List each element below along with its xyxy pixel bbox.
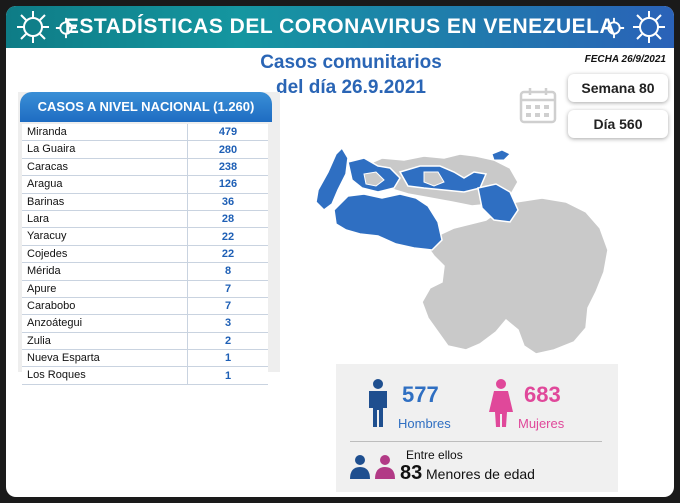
case-count: 22 [221,230,235,243]
subtitle-line2: del día 26.9.2021 [276,77,426,98]
state-name: Anzoátegui [22,315,188,332]
case-count: 8 [224,265,232,278]
among-them-label: Entre ellos [406,448,463,462]
virus-icon [17,11,49,43]
title-banner: ESTADÍSTICAS DEL CORONAVIRUS EN VENEZUEL… [6,6,674,48]
state-name: Miranda [22,124,188,141]
case-count: 36 [221,195,235,208]
minors-label: Menores de edad [426,466,535,482]
banner-title: ESTADÍSTICAS DEL CORONAVIRUS EN VENEZUEL… [64,15,616,38]
women-count: 683 [524,382,561,407]
table-row: Apure 7 [22,280,268,298]
table-row: Miranda 479 [22,124,268,142]
map-zulia [315,146,349,211]
state-name: Aragua [22,176,188,193]
case-count: 280 [218,143,238,156]
table-row: Mérida 8 [22,263,268,281]
map-gray-region [421,197,609,355]
case-count: 28 [221,213,235,226]
children-icon [350,455,395,479]
state-name: Nueva Esparta [22,350,188,367]
subtitle-line1: Casos comunitarios [260,52,442,73]
state-name: Yaracuy [22,228,188,245]
table-rows: Miranda 479 La Guaira 280 Caracas 238 Aragua 12… [22,124,268,385]
map-anzoategui [477,183,519,223]
case-count: 479 [218,126,238,139]
state-name: La Guaira [22,141,188,158]
table-row: Carabobo 7 [22,297,268,316]
week-badge: Semana 80 [568,74,668,102]
calendar-icon [519,88,557,124]
table-row: Nueva Esparta 1 [22,350,268,368]
table-row: Lara 28 [22,210,268,229]
map-gray-patch [423,171,445,187]
table-header: CASOS A NIVEL NACIONAL (1.260) [20,92,272,122]
map-nueva-esparta [491,149,511,161]
subtitle: Casos comunitarios del día 26.9.2021 [242,50,460,100]
day-badge: Día 560 [568,110,668,138]
map-andes-llanos [333,193,443,251]
table-row: Zulia 2 [22,332,268,351]
table-row: Los Roques 1 [22,367,268,385]
virus-icon [603,17,625,39]
state-name: Lara [22,210,188,228]
minors-count: 83 [400,462,423,484]
women-label: Mujeres [518,416,565,431]
case-count: 1 [224,369,232,382]
state-name: Los Roques [22,367,188,384]
virus-icon [633,11,665,43]
table-row: Anzoátegui 3 [22,315,268,333]
table-row: Caracas 238 [22,158,268,177]
case-count: 7 [224,300,232,313]
state-name: Apure [22,280,188,297]
man-icon [369,379,387,427]
stats-divider [350,441,602,442]
state-name: Zulia [22,332,188,350]
state-name: Carabobo [22,297,188,315]
table-row: Yaracuy 22 [22,228,268,246]
table-row: Aragua 126 [22,176,268,194]
state-name: Caracas [22,158,188,176]
table-row: Cojedes 22 [22,245,268,264]
case-count: 126 [218,178,238,191]
case-count: 238 [218,160,238,173]
case-count: 7 [224,282,232,295]
men-label: Hombres [398,416,451,431]
case-count: 22 [221,247,235,260]
case-count: 1 [224,352,232,365]
map-central [398,165,488,193]
case-count: 2 [224,334,232,347]
infographic-frame: ESTADÍSTICAS DEL CORONAVIRUS EN VENEZUEL… [6,6,674,497]
case-count: 3 [224,317,232,330]
map-gray-patch [363,171,385,187]
woman-icon [489,379,513,427]
men-count: 577 [402,382,439,407]
state-name: Cojedes [22,245,188,263]
table-row: Barinas 36 [22,193,268,211]
cases-table: CASOS A NIVEL NACIONAL (1.260) Miranda 47… [18,92,280,385]
date-label: FECHA 26/9/2021 [584,54,666,65]
state-name: Mérida [22,263,188,280]
venezuela-map [315,146,609,355]
state-name: Barinas [22,193,188,210]
table-row: La Guaira 280 [22,141,268,159]
virus-icon [55,17,77,39]
